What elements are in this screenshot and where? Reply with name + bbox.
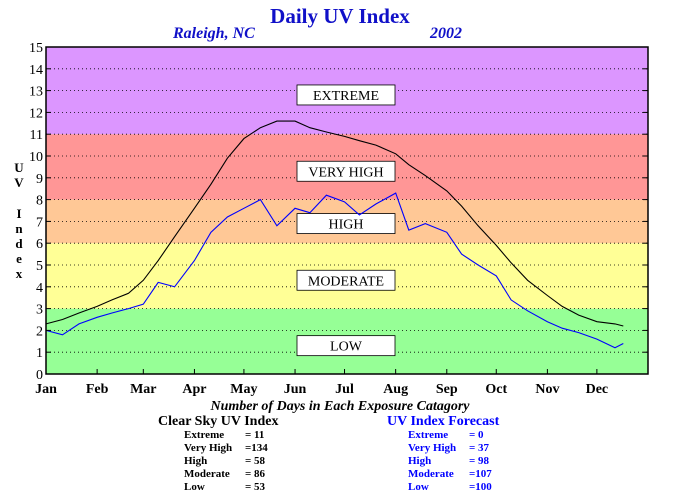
y-axis-label-letter: I <box>16 206 22 221</box>
band-label-box <box>296 160 396 182</box>
series-line-clear-sky-uv-index <box>45 120 624 327</box>
count-row-label: Low <box>408 481 429 493</box>
y-tick-label: 13 <box>29 85 43 100</box>
y-tick-label: 8 <box>36 194 43 209</box>
band-label: EXTREME <box>313 89 379 104</box>
x-tick-label: Apr <box>182 382 206 397</box>
band-label: VERY HIGH <box>308 165 383 180</box>
y-axis-label-letter: U <box>14 160 24 175</box>
x-tick-label: Nov <box>535 382 559 397</box>
y-tick-label: 10 <box>29 150 43 165</box>
band-label-box <box>296 269 396 291</box>
y-tick-label: 3 <box>36 303 43 318</box>
count-row-value: = 0 <box>469 429 484 441</box>
count-row-value: =107 <box>469 468 492 480</box>
y-tick-label: 14 <box>29 63 43 78</box>
series-line-uv-index-forecast <box>45 192 624 349</box>
count-row-label: High <box>184 455 208 467</box>
chart-title: Daily UV Index <box>270 4 410 28</box>
y-axis-label-letter: V <box>14 175 24 190</box>
band-label-box <box>296 213 396 234</box>
x-tick-label: Jan <box>35 382 57 397</box>
count-row-label: Moderate <box>184 468 230 480</box>
count-row-value: = 53 <box>245 481 266 493</box>
y-tick-label: 2 <box>36 324 43 339</box>
counts-title: Number of Days in Each Exposure Catagory <box>210 399 470 414</box>
band-label: HIGH <box>329 218 364 233</box>
x-tick-label: Oct <box>485 382 507 397</box>
y-tick-label: 1 <box>36 346 43 361</box>
x-tick-label: Aug <box>383 382 408 397</box>
y-axis-label-letter: e <box>16 251 22 266</box>
subtitle-location: Raleigh, NC <box>173 25 255 42</box>
count-row-label: High <box>408 455 432 467</box>
y-tick-label: 11 <box>30 128 43 143</box>
y-axis-label-letter: d <box>15 236 23 251</box>
count-row-label: Moderate <box>408 468 454 480</box>
count-row-label: Very High <box>408 442 457 454</box>
forecast-counts-title: UV Index Forecast <box>387 414 500 429</box>
x-tick-label: Jul <box>335 382 354 397</box>
subtitle-year: 2002 <box>430 25 462 42</box>
x-tick-label: May <box>230 382 257 397</box>
y-axis-label-letter: n <box>15 221 23 236</box>
band-label: MODERATE <box>308 274 384 289</box>
count-row-label: Very High <box>184 442 233 454</box>
count-row-value: = 37 <box>469 442 490 454</box>
count-row-label: Extreme <box>408 429 449 441</box>
x-tick-label: Sep <box>436 382 458 397</box>
count-row-value: = 58 <box>245 455 266 467</box>
count-row-value: = 98 <box>469 455 490 467</box>
plot-frame <box>45 46 649 375</box>
y-tick-label: 15 <box>29 41 43 56</box>
band-label: LOW <box>330 340 363 355</box>
x-tick-label: Jun <box>284 382 307 397</box>
y-tick-label: 7 <box>36 215 43 230</box>
band-label-box <box>296 335 396 357</box>
y-tick-label: 4 <box>36 281 43 296</box>
y-tick-label: 6 <box>36 237 43 252</box>
count-row-label: Extreme <box>184 429 225 441</box>
y-tick-label: 5 <box>36 259 43 274</box>
y-tick-label: 9 <box>36 172 43 187</box>
clear-sky-counts-title: Clear Sky UV Index <box>158 414 279 429</box>
count-row-value: = 86 <box>245 468 266 480</box>
y-tick-label: 12 <box>29 106 43 121</box>
y-axis-label-letter: x <box>15 266 23 281</box>
count-row-value: =134 <box>245 442 268 454</box>
count-row-label: Low <box>184 481 205 493</box>
x-tick-label: Dec <box>586 382 609 397</box>
x-tick-label: Mar <box>130 382 156 397</box>
band-label-box <box>296 84 396 106</box>
x-tick-label: Feb <box>86 382 109 397</box>
count-row-value: =100 <box>469 481 492 493</box>
y-tick-label: 0 <box>36 368 43 383</box>
count-row-value: = 11 <box>245 429 265 441</box>
